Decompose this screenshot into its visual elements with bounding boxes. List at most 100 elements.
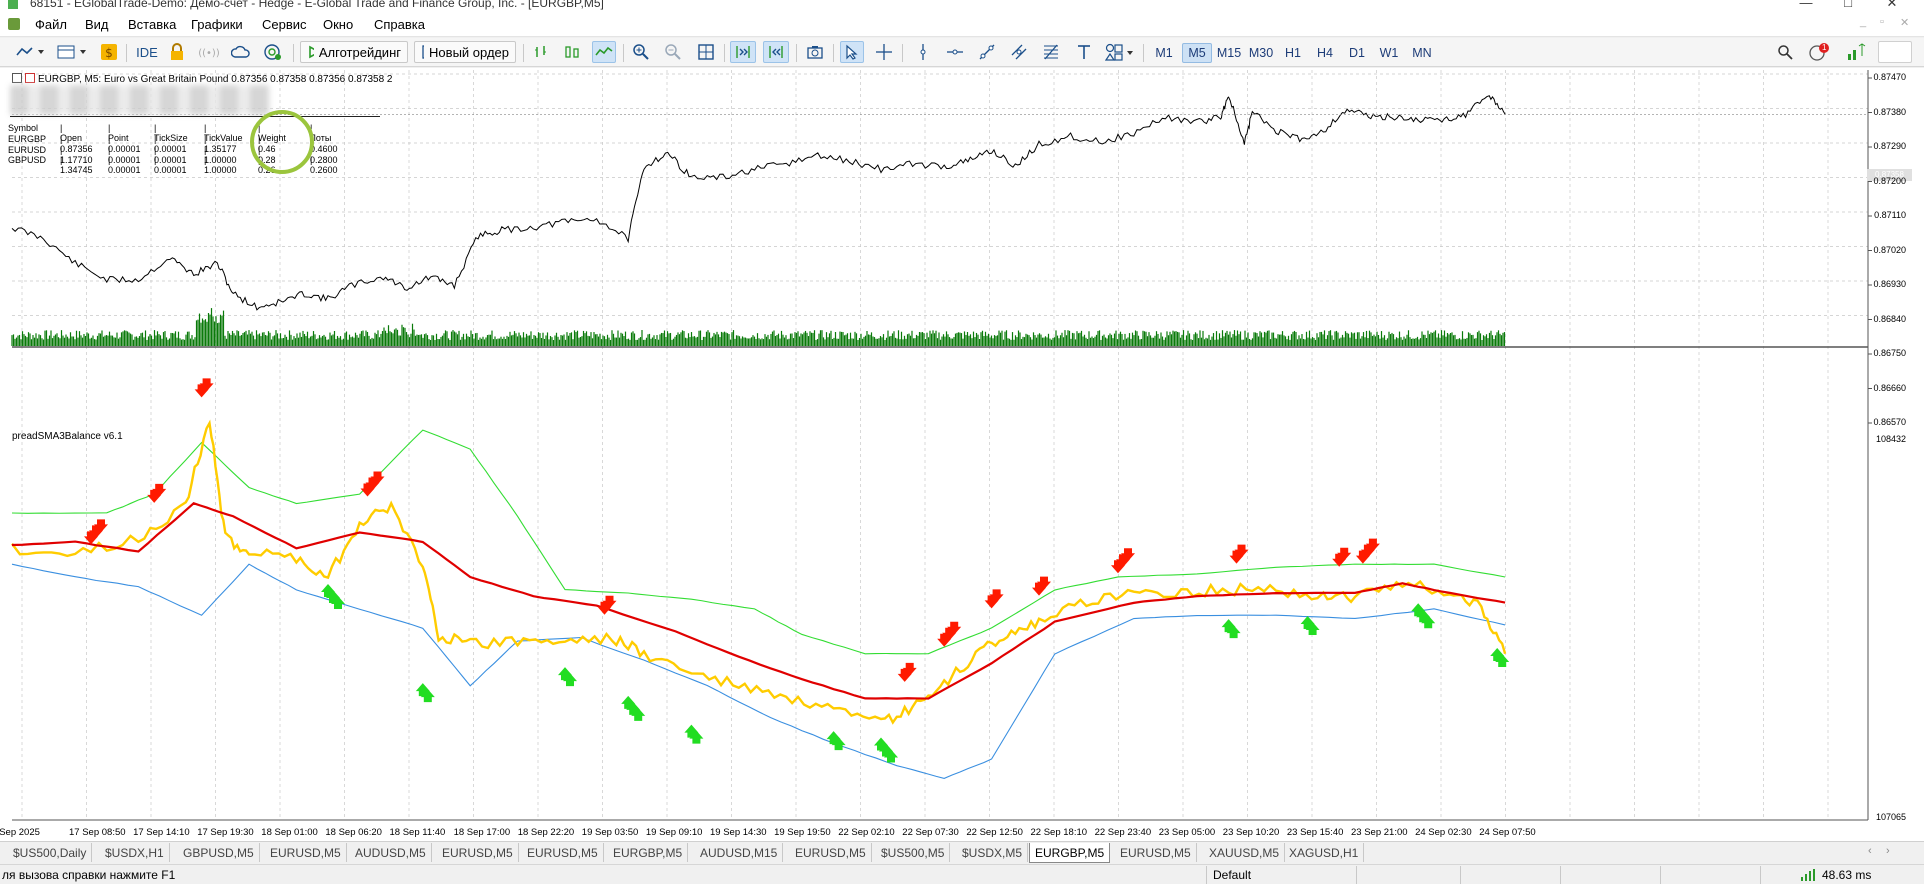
- chart-shift-button[interactable]: [763, 41, 789, 63]
- app-icon: [8, 0, 18, 9]
- mdi-restore-icon[interactable]: ▫: [1880, 16, 1884, 28]
- shapes-dropdown[interactable]: [1104, 41, 1136, 63]
- chart-tab[interactable]: EURUSD,M5: [265, 843, 347, 862]
- search-button[interactable]: [1774, 41, 1796, 63]
- chart-tab[interactable]: EURUSD,M5: [1115, 843, 1197, 862]
- sell-arrow-icon: [947, 621, 962, 635]
- menu-help[interactable]: Справка: [374, 17, 425, 32]
- chart-tab[interactable]: GBPUSD,M5: [178, 843, 260, 862]
- chart-tab[interactable]: XAUUSD,M5: [1204, 843, 1286, 862]
- chart-tab[interactable]: AUDUSD,M15: [695, 843, 784, 862]
- chart-type-dropdown[interactable]: [14, 41, 48, 63]
- table-header-cell: | TickValue: [204, 123, 243, 143]
- line-chart-button[interactable]: [592, 41, 616, 63]
- menu-insert[interactable]: Вставка: [128, 17, 177, 32]
- menu-file[interactable]: Файл: [35, 17, 67, 32]
- trendline-tool-button[interactable]: [976, 41, 998, 63]
- channel-tool-button[interactable]: [1008, 41, 1030, 63]
- buy-arrow-icon: [884, 749, 898, 763]
- timeframe-m5[interactable]: M5: [1182, 43, 1212, 63]
- chart-tab[interactable]: $USDX,H1: [100, 843, 170, 862]
- menu-charts[interactable]: Графики: [191, 17, 243, 32]
- tabs-scroll-left-icon[interactable]: ‹: [1868, 845, 1872, 857]
- minimize-button[interactable]: —: [1799, 0, 1813, 10]
- vps-button[interactable]: [261, 41, 285, 63]
- algo-trading-button[interactable]: Алготрейдинг: [300, 41, 408, 63]
- toolbar-overflow-box[interactable]: [1878, 41, 1912, 63]
- menu-view[interactable]: Вид: [85, 17, 109, 32]
- buy-arrow-icon: [1495, 653, 1510, 667]
- auto-scroll-button[interactable]: [730, 41, 756, 63]
- price-axis-label: 0.87380: [1873, 106, 1906, 117]
- chart-tab[interactable]: XAGUSD,H1: [1284, 843, 1365, 862]
- notifications-button[interactable]: 1: [1806, 41, 1832, 63]
- fibonacci-tool-button[interactable]: [1040, 41, 1062, 63]
- vertical-line-tool-button[interactable]: [912, 41, 934, 63]
- maximize-button[interactable]: □: [1844, 0, 1852, 10]
- tabs-scroll-right-icon[interactable]: ›: [1886, 845, 1890, 857]
- menu-window[interactable]: Окно: [323, 17, 354, 32]
- screenshot-button[interactable]: [804, 41, 826, 63]
- text-tool-button[interactable]: [1073, 41, 1095, 63]
- table-cell: | 1.00000: [204, 144, 237, 165]
- ide-button[interactable]: IDE: [136, 44, 158, 60]
- toolbar: $ IDE ((•)) Алготрейдинг Новый ордер: [0, 38, 1924, 67]
- time-axis-label: 19 Sep 03:50: [581, 827, 639, 838]
- chart-tab[interactable]: AUDUSD,M5: [350, 843, 432, 862]
- chart-menu-icon[interactable]: [8, 18, 20, 30]
- price-axis-label: 0.87290: [1873, 141, 1906, 151]
- indicator-label: preadSMA3Balance v6.1: [12, 431, 123, 442]
- timeframe-w1[interactable]: W1: [1379, 46, 1399, 60]
- chart-tab[interactable]: $US500,M5: [876, 843, 951, 862]
- chart-tab[interactable]: EURUSD,M5: [790, 843, 872, 862]
- buy-arrow-icon: [420, 689, 435, 703]
- crosshair-tool-button[interactable]: [873, 41, 895, 63]
- cloud-button[interactable]: [229, 41, 253, 63]
- mdi-minimize-icon[interactable]: _: [1860, 16, 1867, 28]
- dollar-button[interactable]: $: [98, 41, 120, 63]
- chart-tab[interactable]: EURGBP,M5: [1029, 843, 1111, 863]
- zoom-in-button[interactable]: [630, 41, 652, 63]
- buy-arrow-icon: [1226, 625, 1241, 639]
- timeframe-d1[interactable]: D1: [1349, 46, 1365, 60]
- table-cell: EURUSD: [8, 144, 47, 155]
- cursor-tool-button[interactable]: [840, 41, 864, 63]
- tile-windows-button[interactable]: [695, 41, 717, 63]
- chart-tab[interactable]: EURUSD,M5: [522, 843, 604, 862]
- time-axis-label: 23 Sep 15:40: [1286, 827, 1344, 838]
- timeframe-m1[interactable]: M1: [1155, 46, 1173, 60]
- status-divider: [1560, 866, 1561, 884]
- chart-area[interactable]: EURGBP, M5: Euro vs Great Britain Pound …: [0, 68, 1924, 846]
- signal-button[interactable]: ((•)): [196, 41, 222, 63]
- new-order-icon: [422, 45, 425, 59]
- menu-tools[interactable]: Сервис: [262, 17, 307, 32]
- lock-button[interactable]: [166, 41, 188, 63]
- mdi-close-icon[interactable]: ✕: [1900, 17, 1910, 29]
- account-button[interactable]: [1844, 41, 1868, 63]
- horizontal-line-icon: [947, 49, 963, 55]
- bar-chart-button[interactable]: [530, 41, 552, 63]
- timeframe-m30[interactable]: M30: [1248, 46, 1274, 60]
- sell-arrow-icon: [370, 471, 385, 485]
- timeframe-m15[interactable]: M15: [1216, 46, 1242, 60]
- chart-tab[interactable]: EURGBP,M5: [608, 843, 689, 862]
- horizontal-line-tool-button[interactable]: [944, 41, 966, 63]
- chart-tab[interactable]: $USDX,M5: [957, 843, 1029, 862]
- template-dropdown[interactable]: [55, 41, 91, 63]
- current-price-label: 0.87358: [1867, 169, 1912, 181]
- timeframe-h1[interactable]: H1: [1285, 46, 1301, 60]
- indicator-axis-max: 108432: [1875, 434, 1906, 444]
- zoom-out-button[interactable]: [662, 41, 684, 63]
- buy-arrow-icon: [1305, 621, 1320, 635]
- close-button[interactable]: ✕: [1886, 0, 1898, 10]
- new-order-button[interactable]: Новый ордер: [414, 41, 516, 63]
- timeframe-h4[interactable]: H4: [1317, 46, 1333, 60]
- chart-tab[interactable]: EURUSD,M5: [437, 843, 519, 862]
- status-divider: [1460, 866, 1461, 884]
- globe-icon: [264, 44, 281, 60]
- candles-button[interactable]: [561, 41, 583, 63]
- shapes-icon: [1105, 43, 1133, 61]
- table-header-cell: Symbol: [8, 123, 39, 133]
- chart-tab[interactable]: $US500,Daily: [8, 843, 93, 862]
- timeframe-mn[interactable]: MN: [1412, 46, 1432, 60]
